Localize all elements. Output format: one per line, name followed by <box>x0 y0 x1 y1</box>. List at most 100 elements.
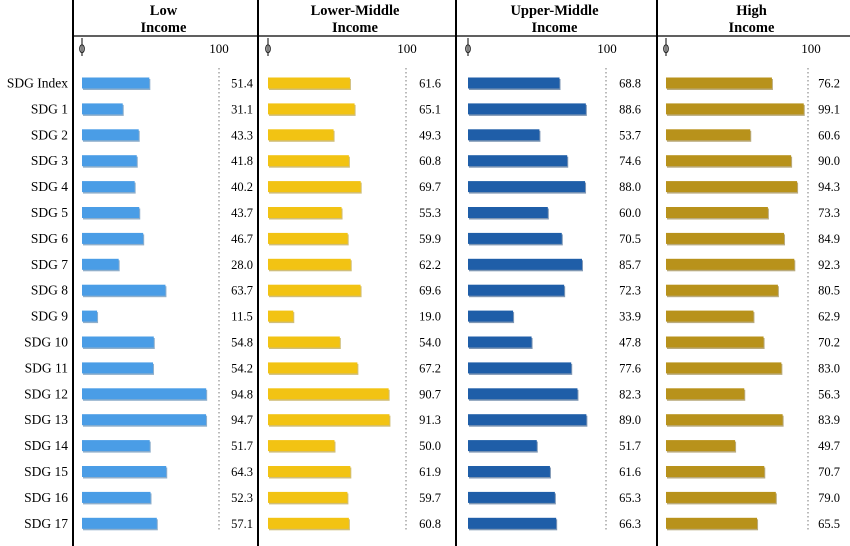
bar-high-income-sdg-11 <box>666 362 782 374</box>
bar-low-income-sdg-13 <box>82 414 207 426</box>
data-label-upper-middle-income-sdg-14: 51.7 <box>619 439 641 453</box>
data-label-low-income-sdg-index: 51.4 <box>231 77 254 91</box>
bar-upper-middle-income-sdg-14 <box>468 440 537 452</box>
bar-upper-middle-income-sdg-10 <box>468 336 532 348</box>
data-label-low-income-sdg-7: 28.0 <box>231 258 253 272</box>
data-label-low-income-sdg-4: 40.2 <box>231 180 253 194</box>
category-label-sdg-12: SDG 12 <box>24 386 68 401</box>
bar-lower-middle-income-sdg-13 <box>268 414 390 426</box>
data-label-lower-middle-income-sdg-4: 69.7 <box>419 180 441 194</box>
data-label-lower-middle-income-sdg-8: 69.6 <box>419 284 441 298</box>
data-label-upper-middle-income-sdg-16: 65.3 <box>619 491 641 505</box>
bar-lower-middle-income-sdg-2 <box>268 129 334 141</box>
bar-upper-middle-income-sdg-3 <box>468 155 568 167</box>
bar-upper-middle-income-sdg-8 <box>468 284 565 296</box>
data-label-low-income-sdg-14: 51.7 <box>231 439 253 453</box>
data-label-high-income-sdg-12: 56.3 <box>818 387 840 401</box>
bar-low-income-sdg-8 <box>82 284 166 296</box>
data-label-high-income-sdg-13: 83.9 <box>818 413 840 427</box>
bar-high-income-sdg-16 <box>666 491 776 503</box>
data-label-lower-middle-income-sdg-16: 59.7 <box>419 491 441 505</box>
bar-lower-middle-income-sdg-4 <box>268 181 361 193</box>
bar-low-income-sdg-15 <box>82 466 167 477</box>
data-label-low-income-sdg-11: 54.2 <box>231 361 253 375</box>
data-label-low-income-sdg-6: 46.7 <box>231 232 253 246</box>
data-label-low-income-sdg-8: 63.7 <box>231 284 253 298</box>
data-label-lower-middle-income-sdg-2: 49.3 <box>419 128 441 142</box>
tick-label-low-income-100: 100 <box>209 41 229 56</box>
bar-lower-middle-income-sdg-8 <box>268 284 361 296</box>
data-label-low-income-sdg-17: 57.1 <box>231 517 253 531</box>
data-label-high-income-sdg-16: 79.0 <box>818 491 840 505</box>
bar-upper-middle-income-sdg-11 <box>468 362 572 374</box>
bar-lower-middle-income-sdg-6 <box>268 232 348 244</box>
bar-high-income-sdg-7 <box>666 258 795 270</box>
bar-high-income-sdg-4 <box>666 181 798 193</box>
tick-label-upper-middle-income-100: 100 <box>597 41 617 56</box>
data-label-high-income-sdg-9: 62.9 <box>818 310 840 324</box>
bar-lower-middle-income-sdg-14 <box>268 440 335 452</box>
data-label-high-income-sdg-7: 92.3 <box>818 258 840 272</box>
data-label-high-income-sdg-4: 94.3 <box>818 180 840 194</box>
panel-title-low-income-line-1: Low <box>150 3 178 19</box>
bar-upper-middle-income-sdg-5 <box>468 207 548 218</box>
data-label-upper-middle-income-sdg-5: 60.0 <box>619 206 641 220</box>
data-label-upper-middle-income-sdg-17: 66.3 <box>619 517 641 531</box>
data-label-low-income-sdg-15: 64.3 <box>231 465 253 479</box>
bar-lower-middle-income-sdg-1 <box>268 103 355 115</box>
data-label-lower-middle-income-sdg-5: 55.3 <box>419 206 441 220</box>
category-label-sdg-6: SDG 6 <box>31 231 68 246</box>
tick-label-lower-middle-income-100: 100 <box>397 41 417 56</box>
data-label-high-income-sdg-6: 84.9 <box>818 232 840 246</box>
bar-low-income-sdg-12 <box>82 388 207 400</box>
bar-high-income-sdg-14 <box>666 440 736 452</box>
bar-low-income-sdg-4 <box>82 181 135 193</box>
bar-high-income-sdg-index <box>666 77 772 89</box>
bar-high-income-sdg-1 <box>666 103 804 115</box>
data-label-upper-middle-income-sdg-13: 89.0 <box>619 413 641 427</box>
data-label-high-income-sdg-2: 60.6 <box>818 128 840 142</box>
data-label-lower-middle-income-sdg-15: 61.9 <box>419 465 441 479</box>
data-label-low-income-sdg-3: 41.8 <box>231 154 253 168</box>
bar-lower-middle-income-sdg-3 <box>268 155 349 167</box>
data-label-low-income-sdg-2: 43.3 <box>231 128 253 142</box>
bar-high-income-sdg-17 <box>666 517 758 529</box>
bar-low-income-sdg-index <box>82 77 150 89</box>
data-label-lower-middle-income-sdg-12: 90.7 <box>419 387 441 401</box>
category-label-sdg-10: SDG 10 <box>24 335 68 350</box>
category-label-sdg-index: SDG Index <box>7 76 68 91</box>
data-label-upper-middle-income-sdg-4: 88.0 <box>619 180 641 194</box>
data-label-upper-middle-income-sdg-1: 88.6 <box>619 102 641 116</box>
bar-low-income-sdg-1 <box>82 103 123 115</box>
category-label-sdg-4: SDG 4 <box>31 179 68 194</box>
bar-upper-middle-income-sdg-4 <box>468 181 586 193</box>
panel-title-lower-middle-income-line-2: Income <box>332 20 378 36</box>
bar-high-income-sdg-12 <box>666 388 745 400</box>
bar-upper-middle-income-sdg-15 <box>468 466 550 477</box>
category-label-sdg-1: SDG 1 <box>31 101 68 116</box>
data-label-high-income-sdg-index: 76.2 <box>818 77 840 91</box>
panel-title-upper-middle-income-line-2: Income <box>532 20 578 36</box>
bar-high-income-sdg-15 <box>666 466 765 477</box>
bar-low-income-sdg-6 <box>82 232 144 244</box>
category-label-sdg-14: SDG 14 <box>24 438 68 453</box>
bar-lower-middle-income-sdg-5 <box>268 207 342 218</box>
data-label-upper-middle-income-sdg-6: 70.5 <box>619 232 641 246</box>
bar-lower-middle-income-sdg-11 <box>268 362 358 374</box>
data-label-upper-middle-income-sdg-2: 53.7 <box>619 128 641 142</box>
data-label-upper-middle-income-sdg-3: 74.6 <box>619 154 641 168</box>
data-label-upper-middle-income-sdg-12: 82.3 <box>619 387 641 401</box>
bar-lower-middle-income-sdg-15 <box>268 466 351 477</box>
bar-upper-middle-income-sdg-13 <box>468 414 587 426</box>
data-label-lower-middle-income-sdg-6: 59.9 <box>419 232 441 246</box>
data-label-high-income-sdg-14: 49.7 <box>818 439 840 453</box>
category-label-sdg-3: SDG 3 <box>31 153 68 168</box>
category-label-sdg-7: SDG 7 <box>31 257 68 272</box>
data-label-lower-middle-income-sdg-3: 60.8 <box>419 154 441 168</box>
data-label-upper-middle-income-sdg-10: 47.8 <box>619 336 641 350</box>
bar-lower-middle-income-sdg-12 <box>268 388 389 400</box>
data-label-lower-middle-income-sdg-13: 91.3 <box>419 413 441 427</box>
data-label-high-income-sdg-15: 70.7 <box>818 465 840 479</box>
data-label-lower-middle-income-sdg-7: 62.2 <box>419 258 441 272</box>
